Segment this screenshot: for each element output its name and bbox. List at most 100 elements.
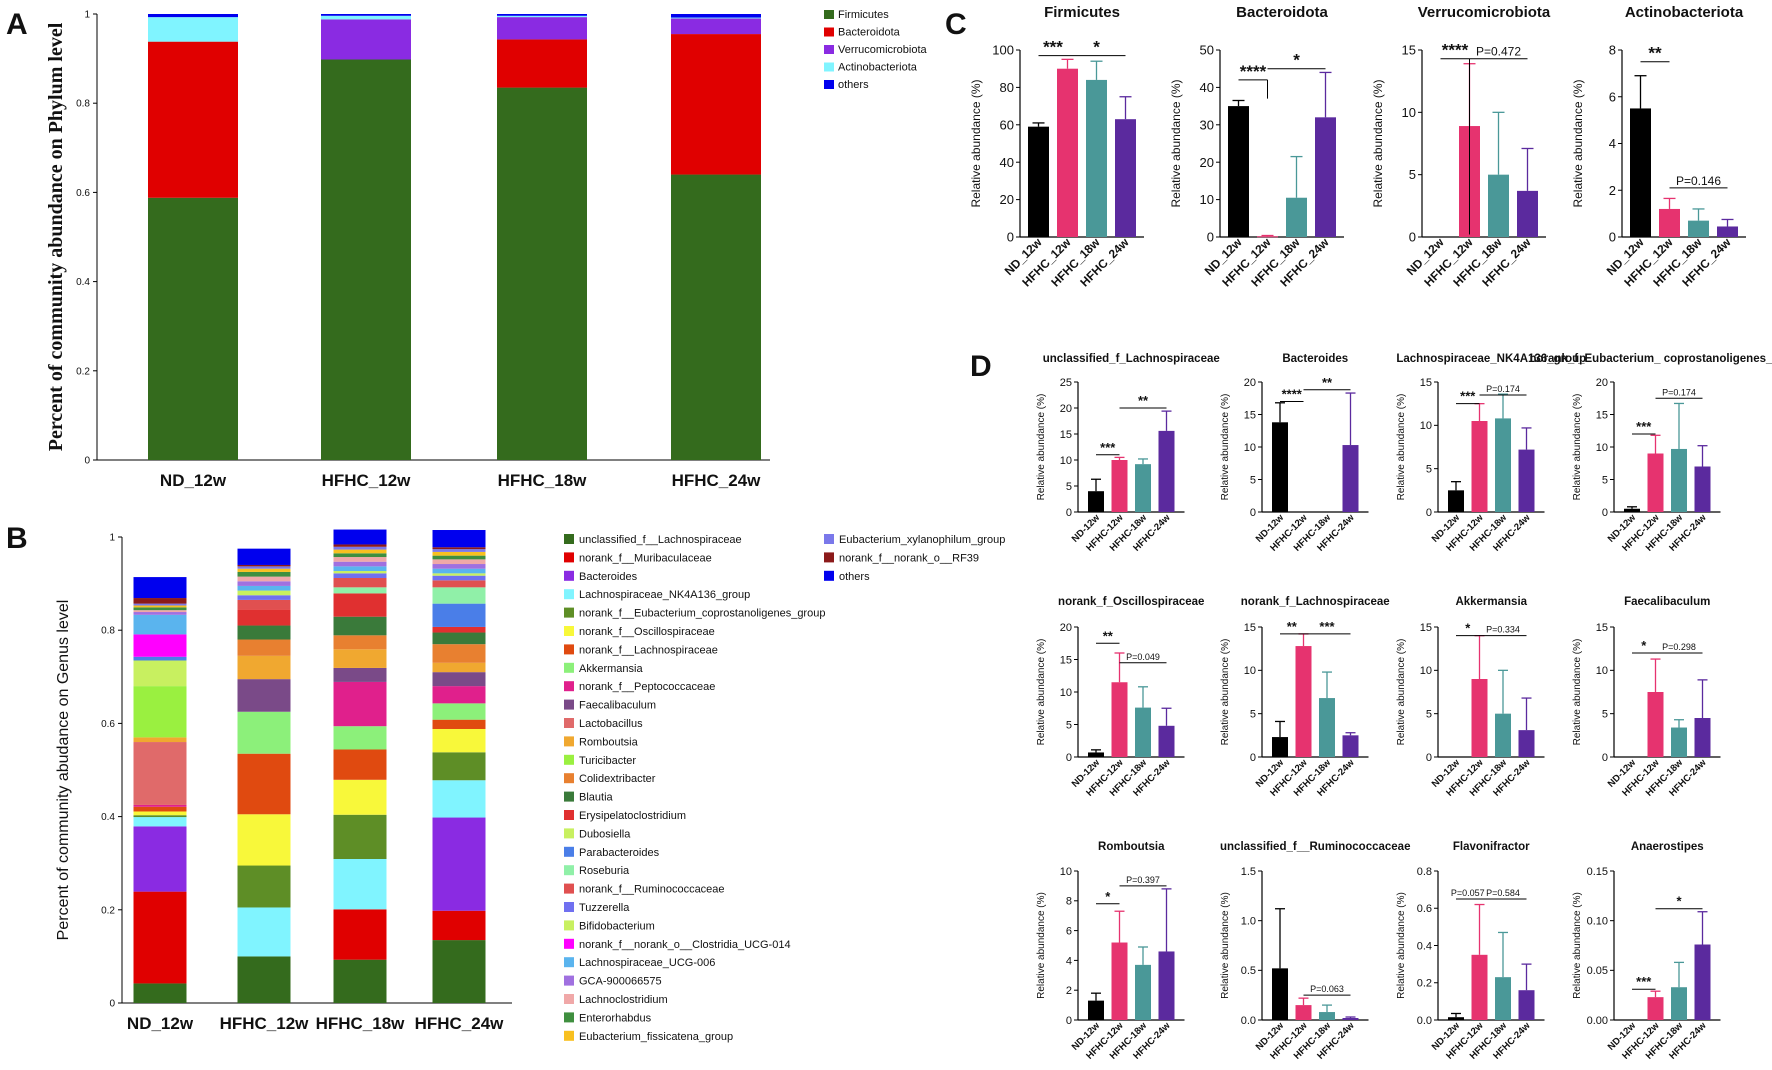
significance-label: *** [1636,974,1652,989]
legend-label: GCA-900066575 [579,976,662,988]
y-tick-label: 5 [1426,464,1432,476]
y-tick-label: 0 [1066,752,1072,764]
y-tick-label: 10 [1244,665,1256,677]
stacked-bar-segment [237,568,291,572]
stacked-bar-segment [237,609,291,626]
significance-label: * [1641,638,1647,653]
y-tick-label: 5 [1602,474,1608,486]
significance-label: ** [1103,628,1114,643]
legend-swatch [564,681,574,692]
legend-label: unclassified_f__Lachnospiraceae [579,534,742,546]
legend-label: Eubacterium_fissicatena_group [579,1031,733,1043]
data-bar [1257,236,1278,238]
stacked-bar-segment [432,752,486,781]
stacked-bar-segment [321,19,411,60]
y-tick-label: 10 [1060,455,1072,467]
stacked-bar-segment [432,555,486,560]
y-axis-title: Relative abundance (%) [1036,394,1047,501]
y-axis-title: Relative abundance (%) [1396,639,1407,746]
legend-swatch [824,534,834,544]
significance-label: *** [1319,619,1335,634]
y-tick-label: 0.0 [1417,1015,1432,1027]
data-bar [1158,725,1175,757]
x-tick-label: ND_12w [160,471,227,490]
stacked-bar-segment [237,590,291,596]
legend-swatch [824,552,834,563]
y-tick-label: 20 [1200,155,1214,170]
significance-label: * [1676,894,1682,909]
legend-label: Erysipelatoclostridium [579,810,686,822]
significance-label: **** [1240,62,1267,81]
y-tick-label: 10 [1060,866,1072,878]
y-tick-label: 10 [1420,665,1432,677]
y-tick-label: 15 [1244,622,1256,634]
data-bar [1471,679,1488,757]
stacked-bar-segment [237,679,291,712]
y-tick-label: 0.8 [1417,866,1432,878]
stacked-bar-segment [133,634,187,657]
subplot-title: unclassified_f__Ruminococcaceae [1220,841,1410,853]
data-bar [1448,1017,1464,1020]
data-bar [1495,713,1511,757]
x-tick-label: HFHC_24w [672,471,762,490]
stacked-bar-segment [432,547,486,550]
y-tick-label: 30 [1200,117,1214,132]
data-bar [1135,707,1151,757]
stacked-bar-segment [432,564,486,569]
y-tick-label: 0.4 [1417,940,1432,952]
significance-label: *** [1636,419,1652,434]
panel-letter-b: B [6,522,28,555]
legend-label: Blautia [579,792,614,804]
stacked-bar-segment [432,817,486,911]
data-bar [1342,445,1359,512]
subplot-title: norank_f_Oscillospiraceae [1058,596,1204,608]
legend-label: Tuzzerella [579,902,630,914]
stacked-bar-segment [133,983,187,1003]
y-axis-title: Relative abundance (%) [1572,639,1583,746]
legend-swatch [824,62,834,72]
legend-label: norank_f__Ruminococcaceae [579,884,725,896]
stacked-bar-segment [237,566,291,569]
data-bar [1694,466,1711,512]
y-tick-label: 15 [1596,622,1608,634]
y-axis-title: Relative abundance (%) [1572,394,1583,501]
y-tick-label: 20 [1060,622,1072,634]
stacked-bar-segment [133,686,187,738]
stacked-bar-segment [432,632,486,645]
legend-label: Enterorhabdus [579,1012,652,1024]
stacked-bar-segment [432,940,486,1003]
stacked-bar-segment [333,544,387,547]
y-tick-label: 20 [1000,192,1014,207]
subplot-title: norank_f_Eubacterium_ coprostanoligenes_… [1530,353,1772,365]
subplot-title: Actinobacteriota [1625,4,1744,21]
y-tick-label: 50 [1200,43,1214,58]
subplot-title: norank_f_Lachnospiraceae [1241,596,1390,608]
y-tick-label: 0 [1609,230,1616,245]
data-bar [1517,190,1538,237]
stacked-bar-segment [497,14,587,16]
stacked-bar-segment [432,573,486,576]
legend-swatch [564,1012,574,1023]
stacked-bar-segment [671,18,761,35]
legend-swatch [564,883,574,894]
y-tick-label: 0.6 [101,719,115,730]
stacked-bar-segment [497,15,587,18]
legend-label: others [839,571,870,583]
y-tick-label: 5 [1066,481,1072,493]
y-tick-label: 0 [1602,752,1608,764]
stacked-bar-segment [237,625,291,640]
data-bar [1286,197,1307,237]
stacked-bar-segment [133,826,187,892]
plots: 0 0.2 0.4 0.6 0.8 1 ND_12w HFHC_12w HFHC_18w HFHC… [45,4,1772,1062]
y-tick-label: 0.6 [76,188,90,199]
x-tick-label: HFHC_12w [322,471,412,490]
data-bar [1671,727,1687,757]
y-tick-label: 15 [1244,409,1256,421]
stacked-bar-segment [333,859,387,910]
subplot-title: unclassified_f_Lachnospiraceae [1043,353,1220,365]
y-tick-label: 0 [1207,230,1214,245]
y-tick-label: 1.5 [1241,866,1256,878]
y-tick-label: 60 [1000,117,1014,132]
legend-swatch [564,865,574,876]
